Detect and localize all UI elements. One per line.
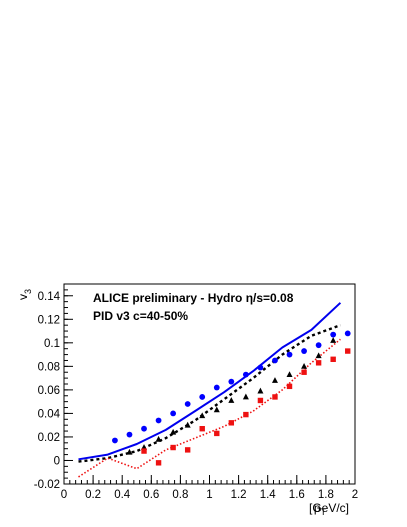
x-tick-label: 0.2 (85, 489, 101, 501)
x-axis-label: pT (314, 501, 327, 517)
data-point-square (272, 394, 278, 400)
data-point-circle (330, 331, 337, 338)
hydro-curve-dashed (78, 324, 341, 463)
data-point-square (315, 360, 322, 366)
tick-marks (63, 283, 356, 485)
x-tick-label: 0.6 (143, 489, 159, 501)
y-tick-label: -0.02 (34, 479, 60, 491)
data-point-circle (213, 384, 220, 391)
x-tick-label: 2 (352, 489, 358, 501)
data-point-square (345, 348, 351, 354)
data-point-circle (272, 357, 278, 364)
data-point-triangle (126, 448, 133, 455)
data-point-square (330, 356, 336, 362)
y-tick-label: 0.14 (38, 291, 61, 303)
data-point-triangle (213, 406, 220, 413)
x-tick-label: 1 (206, 489, 212, 501)
y-axis-label-subscript: 3 (23, 289, 33, 294)
data-point-triangle (301, 362, 308, 369)
data-point-square (155, 460, 162, 466)
data-point-triangle (271, 377, 278, 383)
data-point-triangle (242, 393, 249, 400)
hydro-curves (78, 302, 342, 478)
data-point-triangle (155, 435, 162, 442)
data-point-square (286, 383, 293, 390)
data-point-triangle (330, 337, 337, 343)
y-tick-label: 0.08 (38, 361, 60, 373)
data-point-circle (242, 371, 249, 378)
x-tick-label: 1.4 (260, 489, 277, 501)
data-point-triangle (170, 428, 177, 435)
data-point-circle (301, 348, 307, 354)
data-point-circle (112, 437, 118, 444)
annotation-line-2: PID v3 c=40-50% (93, 309, 188, 323)
x-tick-label: 1.6 (289, 489, 305, 501)
data-point-square (199, 426, 205, 432)
y-tick-label: 0 (54, 455, 60, 467)
data-point-circle (344, 330, 351, 337)
y-tick-label: 0.1 (44, 338, 60, 350)
data-point-circle (315, 342, 322, 349)
data-point-circle (286, 351, 293, 358)
svg-text:v3: v3 (16, 289, 33, 300)
data-point-square (141, 448, 147, 454)
data-point-circle (184, 401, 191, 407)
data-point-circle (170, 410, 177, 417)
data-point-triangle (257, 387, 264, 394)
data-point-circle (199, 394, 206, 400)
data-point-circle (141, 425, 147, 432)
data-point-square (170, 444, 176, 451)
data-point-square (214, 430, 220, 437)
x-tick-label: 0 (61, 489, 67, 501)
y-tick-label: 0.02 (38, 432, 60, 444)
x-axis-unit: [GeV/c] (309, 501, 349, 515)
data-point-square (301, 369, 307, 375)
y-tick-label: 0.04 (38, 408, 61, 420)
data-point-triangle (199, 412, 206, 419)
x-tick-label: 1.8 (318, 489, 334, 501)
data-point-square (243, 411, 249, 418)
x-tick-label: 0.8 (172, 489, 188, 501)
data-point-triangle (315, 352, 322, 359)
y-axis-label: v3 (16, 289, 33, 300)
hydro-curve-dotted (78, 338, 341, 478)
y-tick-label: 0.06 (38, 385, 60, 397)
y-axis-label-symbol: v (16, 294, 30, 300)
data-point-triangle (286, 371, 293, 377)
data-point-square (184, 447, 191, 453)
data-point-circle (126, 431, 133, 438)
data-point-square (228, 420, 235, 426)
data-point-square (257, 397, 264, 404)
hydro-curve-solid (78, 302, 342, 461)
data-point-circle (228, 378, 235, 385)
data-point-triangle (228, 397, 235, 403)
x-axis-label-symbol: p (314, 501, 321, 515)
y-tick-labels: -0.02 0 0.02 0.04 0.06 0.08 0.1 0.12 0.14 (34, 291, 61, 491)
data-point-circle (155, 417, 162, 424)
x-tick-labels: 0 0.2 0.4 0.6 0.8 1 1.2 1.4 1.6 1.8 2 (61, 489, 358, 501)
annotation-line-1: ALICE preliminary - Hydro η/s=0.08 (93, 291, 294, 305)
x-axis-label-subscript: T (321, 507, 327, 517)
data-markers (112, 330, 351, 466)
data-point-triangle (184, 421, 191, 428)
x-tick-label: 0.4 (114, 489, 131, 501)
x-tick-label: 1.2 (231, 489, 247, 501)
y-tick-label: 0.12 (38, 314, 60, 326)
data-point-circle (257, 364, 264, 371)
